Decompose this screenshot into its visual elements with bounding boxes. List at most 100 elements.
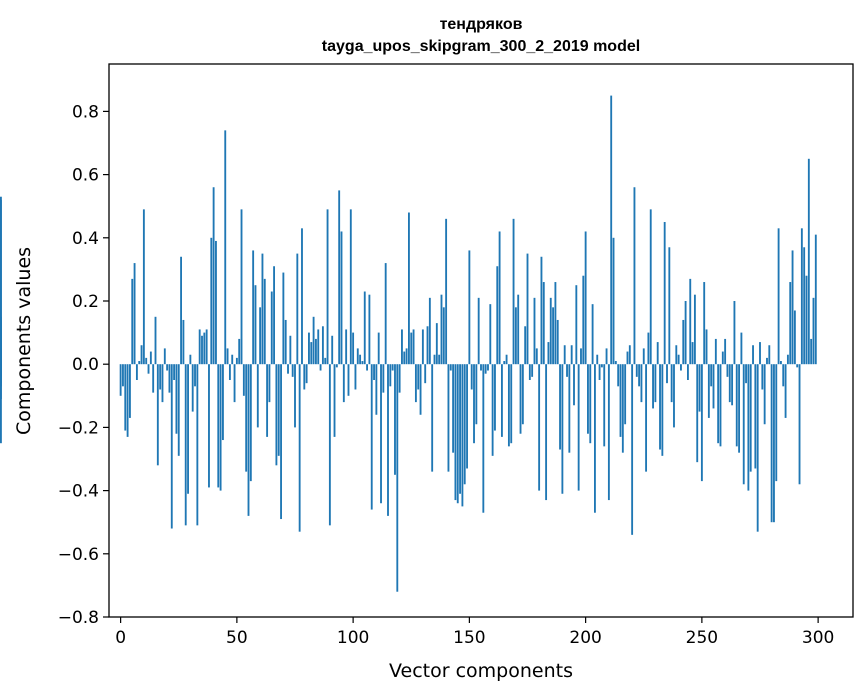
bar-10 [142,209,145,365]
bar-106 [366,364,368,371]
bar-25 [177,364,180,456]
bar-225 [642,348,645,365]
bar-19 [163,348,166,365]
bar-113 [382,364,385,393]
bar-69 [280,364,282,520]
bar-162 [496,266,499,365]
bar-244 [687,364,689,380]
bar-287 [786,354,789,365]
bar-202 [589,364,592,444]
bar-267 [740,332,743,365]
bar-284 [780,361,782,365]
bar-77 [298,364,301,532]
bar-224 [640,364,643,403]
bar-142 [449,364,452,371]
bar-39 [210,237,213,365]
bar-28 [184,364,187,526]
bar-247 [693,294,696,365]
bar-209 [605,348,608,365]
bar-249 [698,364,701,412]
bar-240 [677,354,680,365]
bar-158 [487,364,489,371]
bar-150 [468,250,471,365]
bar-131 [424,364,427,384]
bar-168 [510,364,513,444]
bar-114 [384,263,387,365]
bar-99 [349,209,352,365]
bar-264 [733,301,736,365]
bar-undefined [0,364,2,444]
bar-199 [582,275,585,365]
bar-44 [222,364,224,441]
bar-251 [703,282,706,365]
bar-163 [498,231,501,365]
bar-21 [168,364,171,393]
bar-104 [361,361,364,365]
bar-269 [745,364,747,384]
bar-26 [180,256,182,365]
bar-61 [261,253,264,365]
bar-176 [528,364,531,380]
bar-9 [140,345,143,365]
bar-152 [473,364,475,444]
bar-260 [724,338,727,365]
bar-undefined [0,348,2,365]
bar-138 [440,294,443,365]
bar-47 [228,364,231,380]
bar-172 [519,364,522,434]
bar-127 [414,364,417,403]
bar-191 [563,345,566,365]
bar-282 [775,364,778,482]
bar-297 [810,338,813,365]
bar-16 [156,364,159,466]
x-axis-label: Vector components [389,660,573,682]
bar-98 [347,364,350,396]
bar-55 [247,364,250,516]
bar-221 [633,187,636,365]
bar-181 [540,256,543,365]
bar-189 [559,364,561,450]
bar-185 [549,297,552,365]
chart-subtitle: tayga_upos_skipgram_300_2_2019 model [322,38,640,55]
bar-90 [328,364,331,526]
bar-60 [259,307,262,365]
bar-268 [742,364,745,485]
bar-12 [147,364,150,374]
bar-153 [475,364,478,425]
y-tick-label: 0.6 [72,166,99,186]
bar-233 [661,364,664,456]
x-axis-ticks: 0 50 100 150 200 250 300 [115,617,834,648]
bar-86 [319,364,322,371]
bar-255 [712,364,715,409]
bar-235 [666,364,668,384]
bar-283 [777,228,780,365]
bar-83 [312,316,315,365]
bar-192 [566,364,568,377]
bar-157 [484,364,487,374]
bar-137 [438,354,441,365]
bar-92 [333,364,336,437]
bar-234 [663,222,666,365]
bar-88 [324,357,327,365]
bar-270 [747,364,750,491]
bar-57 [252,250,255,365]
bar-15 [154,316,157,365]
bar-219 [628,345,631,365]
bar-183 [545,364,548,501]
bar-105 [363,291,366,365]
bar-4 [129,364,131,418]
bar-288 [789,282,792,365]
bar-126 [412,329,415,365]
bar-139 [442,307,445,365]
bar-111 [377,332,380,365]
bar-125 [410,332,413,365]
bar-277 [763,364,766,425]
bar-128 [417,364,420,390]
bar-257 [717,364,720,444]
bar-134 [431,364,434,472]
bar-7 [135,364,138,380]
bar-101 [354,364,357,390]
bar-271 [749,364,752,472]
bar-212 [612,237,615,365]
bar-218 [626,351,629,365]
